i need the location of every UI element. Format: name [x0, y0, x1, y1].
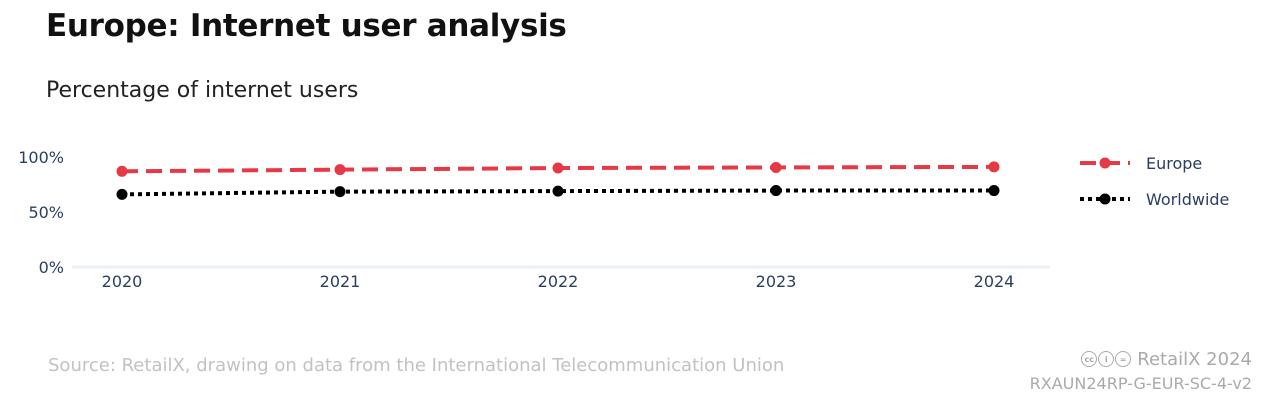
data-point-europe: [553, 163, 564, 174]
y-tick-label: 0%: [39, 258, 64, 277]
x-tick-label: 2021: [320, 272, 361, 291]
data-point-worldwide: [989, 185, 1000, 196]
source-note: Source: RetailX, drawing on data from th…: [48, 355, 784, 376]
legend-swatch-marker: [1100, 194, 1111, 205]
report-id: RXAUN24RP-G-EUR-SC-4-v2: [1030, 374, 1252, 393]
data-point-europe: [771, 162, 782, 173]
data-point-worldwide: [771, 185, 782, 196]
y-tick-label: 50%: [28, 203, 64, 222]
chart-legend: Europe Worldwide: [1080, 154, 1229, 209]
plot-area: 0% 50% 100% 2020 2021 2022 2023 2024: [18, 148, 1050, 291]
data-point-worldwide: [553, 186, 564, 197]
brand-name: RetailX 2024: [1137, 349, 1252, 370]
attribution-icon: i: [1098, 351, 1114, 367]
data-point-europe: [335, 164, 346, 175]
x-tick-label: 2022: [538, 272, 579, 291]
creative-commons-icon: cc: [1081, 351, 1097, 367]
legend-label: Europe: [1146, 154, 1202, 173]
x-tick-label: 2024: [974, 272, 1015, 291]
no-derivatives-icon: =: [1115, 351, 1131, 367]
license-icons: cc i =: [1081, 351, 1131, 367]
x-tick-label: 2023: [756, 272, 797, 291]
data-point-worldwide: [117, 189, 128, 200]
data-point-europe: [117, 166, 128, 177]
legend-swatch-marker: [1100, 158, 1111, 169]
legend-label: Worldwide: [1146, 190, 1229, 209]
x-tick-label: 2020: [102, 272, 143, 291]
data-point-europe: [989, 161, 1000, 172]
data-point-worldwide: [335, 186, 346, 197]
brand-block: cc i = RetailX 2024 RXAUN24RP-G-EUR-SC-4…: [1030, 346, 1252, 393]
y-tick-label: 100%: [18, 148, 64, 167]
